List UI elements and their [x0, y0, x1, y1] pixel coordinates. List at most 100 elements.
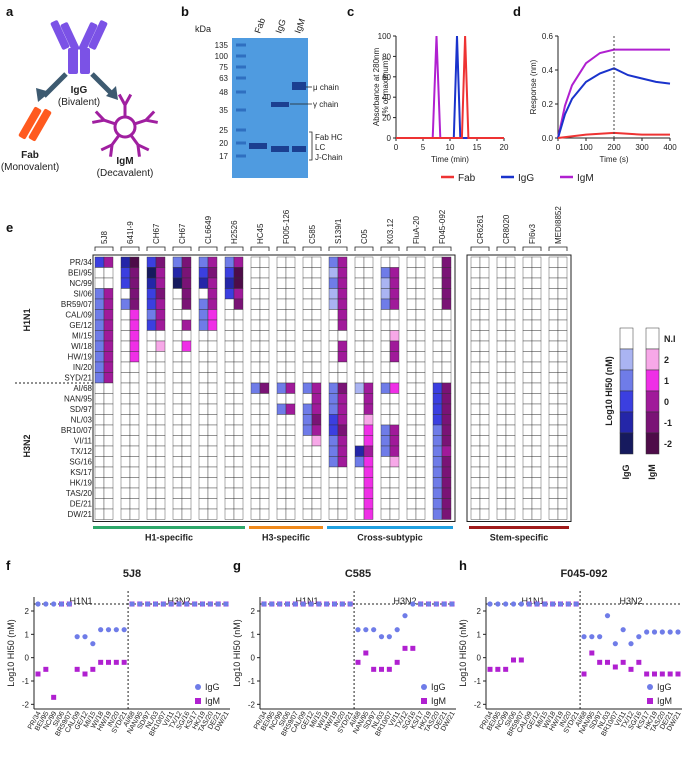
heatmap-cell [389, 414, 400, 426]
point-igg [316, 601, 322, 607]
heatmap-cell [505, 372, 516, 384]
heatmap-cell [479, 256, 490, 268]
point-igg [518, 601, 524, 607]
heatmap-cell [155, 414, 166, 426]
heatmap-cell [415, 508, 426, 520]
heatmap-cell [548, 403, 559, 415]
point-igg [339, 601, 345, 607]
panel-label-c: c [347, 4, 354, 19]
point-igg [495, 601, 501, 607]
heatmap-cell [415, 393, 426, 405]
heatmap-cell [548, 288, 559, 300]
heatmap-cell [479, 477, 490, 489]
heatmap-cell [181, 382, 192, 394]
heatmap-cell [406, 445, 417, 457]
heatmap-cell [259, 445, 270, 457]
heatmap-cell [181, 340, 192, 352]
heatmap-cell [406, 466, 417, 478]
heatmap-cell [250, 498, 261, 510]
heatmap-cell [479, 403, 490, 415]
heatmap-cell [432, 487, 443, 499]
heatmap-cell [276, 267, 287, 279]
heatmap-cell [250, 508, 261, 520]
heatmap-cell [363, 498, 374, 510]
heatmap-cell [259, 466, 270, 478]
heatmap-cell [363, 372, 374, 384]
igm-fab-icon [144, 110, 156, 122]
fab-label: Fab [21, 150, 39, 161]
point-igg [557, 601, 564, 607]
gel-band-igg-light [271, 146, 289, 152]
heatmap-cell [94, 298, 105, 310]
heatmap-cell [337, 319, 348, 331]
heatmap-cell [380, 351, 391, 363]
point-igm [35, 671, 41, 677]
heatmap-cell [415, 445, 426, 457]
heatmap-cell [94, 424, 105, 436]
heatmap-cell [337, 277, 348, 289]
heatmap-cell [181, 267, 192, 279]
antibody-bracket [522, 246, 542, 251]
heatmap-cell [479, 267, 490, 279]
heatmap-cell [522, 466, 533, 478]
heatmap-cell [505, 477, 516, 489]
heatmap-cell [311, 424, 322, 436]
heatmap-cell [302, 277, 313, 289]
heatmap-cell [505, 487, 516, 499]
heatmap-cell [548, 435, 559, 447]
heatmap-cell [146, 403, 157, 415]
heatmap-cell [94, 487, 105, 499]
heatmap-cell [432, 435, 443, 447]
point-igg [184, 601, 190, 607]
scale-tick-label: -1 [664, 418, 672, 428]
igm-fab-icon [92, 118, 105, 124]
heatmap-cell [531, 435, 542, 447]
heatmap-cell [155, 466, 166, 478]
heatmap-cell [441, 298, 452, 310]
heatmap-cell [276, 298, 287, 310]
heatmap-cell [363, 330, 374, 342]
heatmap-cell [548, 466, 559, 478]
heatmap-cell [198, 456, 209, 468]
point-igg [667, 629, 673, 635]
heatmap-cell [224, 456, 235, 468]
heatmap-cell [557, 351, 568, 363]
y-tick-label: -1 [248, 677, 256, 686]
heatmap-cell [146, 382, 157, 394]
heatmap-cell [146, 340, 157, 352]
heatmap-cell [172, 382, 183, 394]
point-igg [51, 601, 57, 607]
heatmap-cell [129, 414, 140, 426]
heatmap-cell [103, 340, 114, 352]
y-tick-label: 0 [251, 654, 256, 663]
heatmap-cell [259, 382, 270, 394]
heatmap-cell [146, 424, 157, 436]
heatmap-cell [233, 382, 244, 394]
point-igm [106, 659, 111, 665]
legend-igm-swatch [647, 698, 653, 704]
heatmap-cell [380, 477, 391, 489]
heatmap-cell [557, 256, 568, 268]
ladder-label: 35 [219, 106, 228, 115]
heatmap-cell [354, 340, 365, 352]
point-igg [261, 601, 267, 607]
point-igg [394, 627, 400, 633]
scale-title: Log10 HI50 (nM) [604, 356, 614, 426]
scale-swatch-igm [645, 348, 660, 371]
heatmap-cell [276, 309, 287, 321]
heatmap-cell [389, 361, 400, 373]
heatmap-cell [389, 477, 400, 489]
heatmap-cell [155, 277, 166, 289]
igm-label: IgM [116, 156, 133, 167]
heatmap-cell [129, 508, 140, 520]
heatmap-cell [259, 477, 270, 489]
y-tick-label: 80 [382, 52, 391, 61]
heatmap-cell [207, 424, 218, 436]
heatmap-cell [496, 445, 507, 457]
heatmap-cell [505, 319, 516, 331]
heatmap-cell [146, 456, 157, 468]
heatmap-cell [505, 330, 516, 342]
igm-fab-icon [123, 93, 133, 106]
heatmap-cell [129, 372, 140, 384]
heatmap-cell [250, 424, 261, 436]
